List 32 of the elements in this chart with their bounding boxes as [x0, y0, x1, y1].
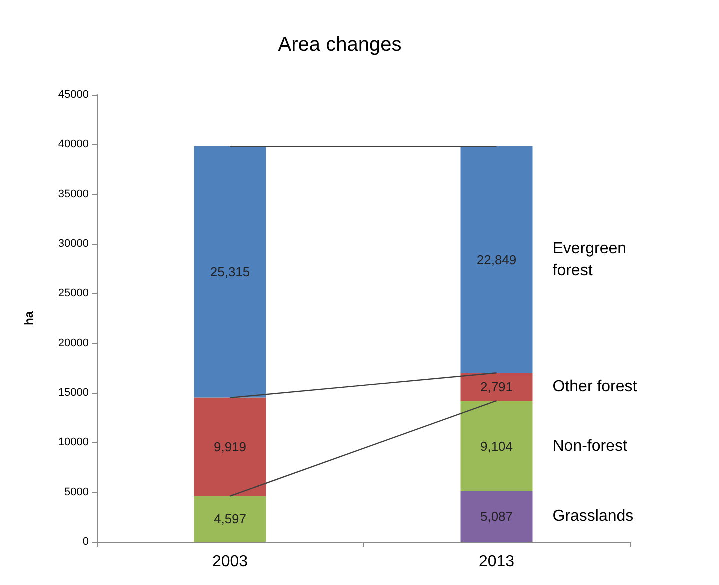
bar — [194, 146, 266, 398]
y-tick-label: 20000 — [58, 337, 89, 350]
bar — [460, 373, 533, 402]
series-label: Non-forest — [552, 438, 628, 455]
data-label: 25,315 — [210, 264, 250, 280]
y-tick-label: 15000 — [58, 387, 89, 399]
data-label: 22,849 — [476, 252, 517, 268]
series-label: Grasslands — [552, 508, 634, 526]
y-tick-label: 10000 — [58, 436, 89, 449]
series-label: Other forest — [552, 378, 638, 396]
y-tick-label: 5000 — [64, 486, 89, 498]
chart-title: Area changes — [278, 34, 402, 56]
data-label: 5,087 — [480, 509, 514, 524]
data-label: 2,791 — [480, 380, 514, 395]
data-label: 9,919 — [214, 440, 247, 455]
bar — [194, 398, 266, 496]
bar — [460, 401, 533, 492]
bar — [460, 146, 533, 374]
y-tick-label: 30000 — [58, 238, 89, 250]
series-label: Evergreen forest — [552, 240, 632, 280]
y-tick-label: 40000 — [58, 138, 89, 151]
y-axis-title: ha — [22, 311, 36, 326]
data-label: 9,104 — [480, 438, 514, 454]
y-tick-label: 35000 — [58, 188, 89, 200]
y-tick-label: 0 — [82, 536, 89, 548]
data-label: 4,597 — [214, 512, 247, 527]
bar — [460, 491, 533, 542]
x-tick-label: 2003 — [212, 554, 248, 570]
y-tick-label: 45000 — [58, 89, 89, 101]
x-tick-label: 2013 — [478, 554, 515, 570]
y-tick-label: 25000 — [58, 288, 89, 300]
bar — [194, 496, 266, 542]
